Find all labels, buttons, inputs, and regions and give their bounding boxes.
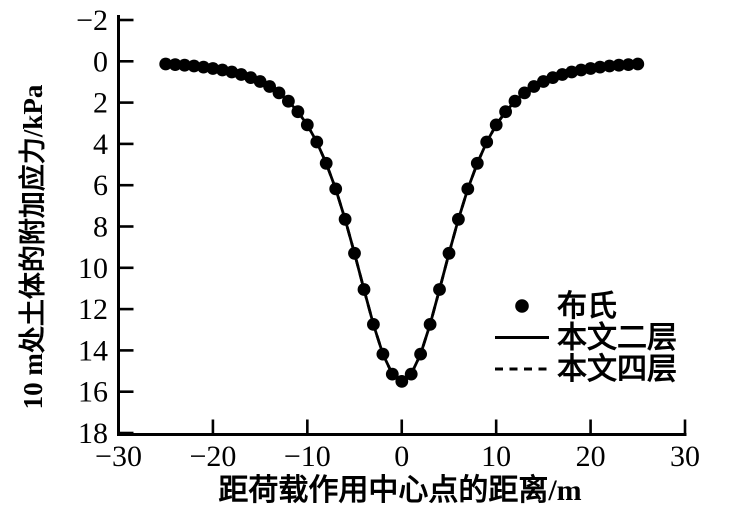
data-point (603, 59, 616, 73)
data-point (508, 94, 522, 108)
y-tick-label: 4 (93, 128, 108, 161)
data-point (187, 59, 201, 73)
data-point (197, 60, 210, 74)
data-point (263, 80, 276, 93)
data-point (168, 58, 182, 71)
x-axis-title: 距荷载作用中心点的距离/m (218, 474, 581, 507)
x-tick-label: −10 (284, 440, 331, 473)
legend-label: 本文二层 (557, 321, 677, 355)
x-tick-label: 0 (394, 440, 409, 473)
data-point (622, 58, 635, 71)
data-point (357, 283, 371, 296)
y-tick-label: 0 (93, 45, 108, 78)
y-tick-label: −2 (76, 4, 108, 37)
y-axis-title: 10 m处土体的附加应力/kPa (17, 84, 48, 409)
data-point (291, 105, 305, 119)
y-tick-label: 8 (93, 211, 108, 244)
legend-label: 布氏 (557, 290, 617, 323)
data-point (631, 57, 645, 71)
data-point (206, 62, 220, 75)
data-point (404, 367, 418, 381)
data-point (442, 246, 456, 260)
y-tick-label: 2 (93, 87, 108, 120)
y-tick-label: 18 (78, 417, 108, 450)
y-tick-label: 6 (93, 169, 108, 202)
data-point (612, 58, 626, 72)
x-tick-label: −30 (95, 440, 142, 473)
y-tick-label: 10 (78, 252, 108, 285)
x-tick-label: 10 (481, 440, 511, 473)
y-tick-label: 12 (78, 293, 108, 326)
data-point (527, 80, 541, 93)
data-point (300, 118, 314, 132)
data-point (423, 318, 437, 331)
y-tick-label: 14 (78, 334, 108, 367)
data-point (489, 118, 503, 132)
data-point (310, 135, 324, 149)
data-point (253, 75, 267, 88)
data-point (159, 57, 173, 71)
data-point (574, 63, 588, 77)
data-point (272, 86, 286, 100)
data-point (499, 105, 512, 119)
x-tick-label: 20 (576, 440, 606, 473)
data-point (348, 246, 361, 260)
x-tick-label: −20 (189, 440, 236, 473)
data-point (338, 212, 352, 226)
data-point (593, 60, 607, 74)
data-point (433, 283, 446, 296)
data-point (452, 212, 465, 226)
data-point (461, 182, 475, 196)
data-point (584, 62, 597, 75)
data-point (319, 156, 333, 170)
y-tick-label: 16 (78, 376, 108, 409)
data-point (470, 156, 484, 170)
data-point (518, 86, 531, 100)
data-point (376, 347, 390, 361)
data-point (480, 135, 494, 149)
data-point (414, 347, 427, 361)
legend-label: 本文四层 (557, 352, 677, 386)
data-point (395, 375, 409, 388)
data-point (329, 182, 343, 196)
data-point (385, 367, 399, 381)
x-tick-label: 30 (670, 440, 700, 473)
data-point (178, 58, 192, 72)
data-point (282, 94, 295, 108)
data-point (367, 318, 380, 331)
legend-marker-dot (515, 299, 529, 313)
